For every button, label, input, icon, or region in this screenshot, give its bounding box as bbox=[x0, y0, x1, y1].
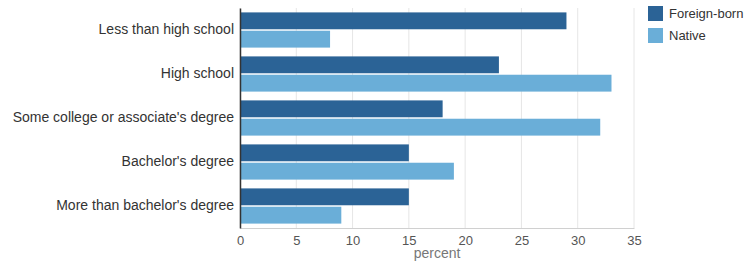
x-tick-label: 30 bbox=[571, 233, 585, 248]
y-tick: More than bachelor's degree bbox=[56, 197, 240, 213]
category-label: More than bachelor's degree bbox=[56, 197, 234, 213]
legend-item: Native bbox=[648, 28, 706, 43]
x-tick: 20 bbox=[458, 228, 472, 248]
legend: Foreign-born Native bbox=[648, 6, 743, 43]
bar bbox=[240, 163, 454, 180]
x-tick: 0 bbox=[237, 228, 244, 248]
x-tick: 25 bbox=[515, 228, 529, 248]
x-tick-label: 35 bbox=[627, 233, 641, 248]
x-tick-label: 25 bbox=[515, 233, 529, 248]
y-axis-line bbox=[240, 9, 242, 229]
legend-swatch bbox=[648, 28, 663, 43]
x-tick-label: 10 bbox=[346, 233, 360, 248]
grid-line bbox=[521, 8, 522, 228]
bar bbox=[240, 75, 611, 92]
legend-item: Foreign-born bbox=[648, 6, 743, 21]
x-tick: 10 bbox=[346, 228, 360, 248]
category-label: Bachelor's degree bbox=[122, 153, 235, 169]
legend-label: Foreign-born bbox=[669, 6, 743, 21]
bars bbox=[240, 12, 611, 223]
x-axis-title: percent bbox=[414, 245, 461, 261]
category-label: High school bbox=[161, 65, 234, 81]
x-axis-line bbox=[241, 228, 635, 229]
bar bbox=[240, 31, 330, 48]
y-tick: Less than high school bbox=[99, 21, 240, 37]
grid-line bbox=[240, 8, 241, 228]
x-tick: 30 bbox=[571, 228, 585, 248]
grid bbox=[240, 8, 634, 228]
bar bbox=[240, 119, 600, 136]
bar bbox=[240, 100, 443, 117]
grid-line bbox=[577, 8, 578, 228]
category-label: Less than high school bbox=[99, 21, 234, 37]
bar bbox=[240, 144, 409, 161]
bar bbox=[240, 188, 409, 205]
grid-line bbox=[634, 8, 635, 228]
bar bbox=[240, 12, 566, 29]
plot: 05101520253035percentLess than high scho… bbox=[13, 8, 642, 261]
y-tick: Bachelor's degree bbox=[122, 153, 240, 169]
x-tick: 5 bbox=[293, 228, 300, 248]
legend-swatch bbox=[648, 6, 663, 21]
grid-line bbox=[465, 8, 466, 228]
bar bbox=[240, 207, 341, 224]
y-tick: Some college or associate's degree bbox=[13, 109, 240, 125]
bar-series bbox=[240, 12, 566, 205]
y-tick: High school bbox=[161, 65, 240, 81]
x-tick-label: 20 bbox=[458, 233, 472, 248]
y-axis: Less than high school High school Some col… bbox=[13, 9, 241, 229]
x-tick-label: 5 bbox=[293, 233, 300, 248]
x-tick: 35 bbox=[627, 228, 641, 248]
category-label: Some college or associate's degree bbox=[13, 109, 235, 125]
chart: 05101520253035percentLess than high scho… bbox=[0, 0, 754, 262]
legend-label: Native bbox=[669, 28, 706, 43]
bar-series bbox=[240, 31, 611, 224]
bar bbox=[240, 56, 499, 73]
x-tick-label: 0 bbox=[237, 233, 244, 248]
